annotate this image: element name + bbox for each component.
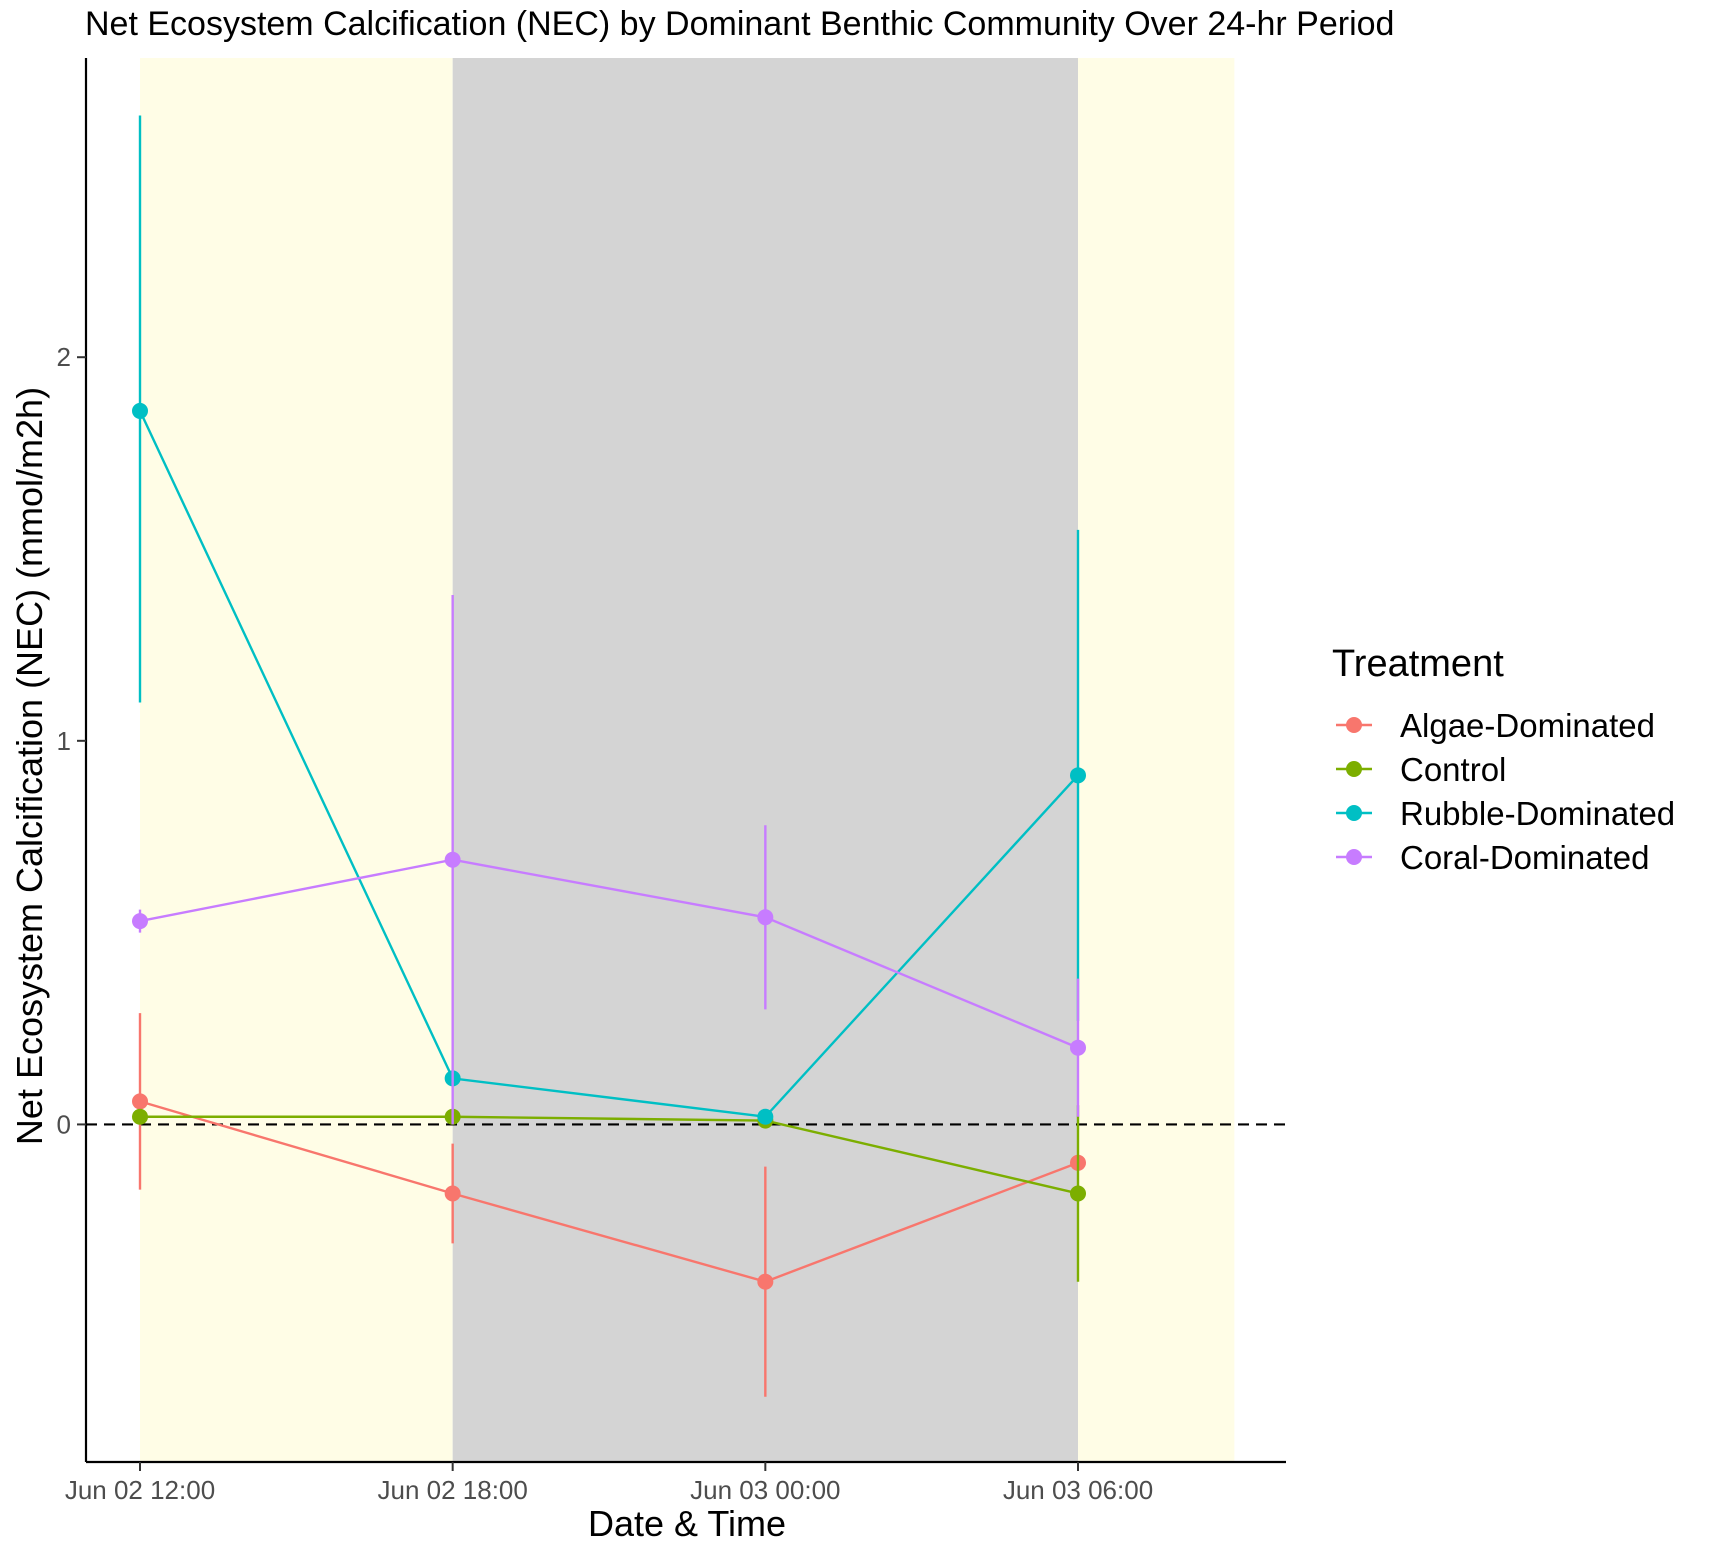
series-coral-dominated <box>132 595 1086 1125</box>
x-tick-label-3: Jun 03 06:00 <box>1003 1475 1153 1505</box>
legend-label-algae-dominated: Algae-Dominated <box>1400 707 1655 744</box>
data-point-control-0 <box>132 1108 148 1125</box>
shade-band-day-2 <box>1078 58 1235 1462</box>
data-point-rubble-dominated-2 <box>757 1108 774 1125</box>
shading-layer <box>140 58 1235 1462</box>
chart-title: Net Ecosystem Calcification (NEC) by Dom… <box>85 5 1394 43</box>
legend-item-rubble-dominated: Rubble-Dominated <box>1336 795 1675 832</box>
legend-label-control: Control <box>1400 751 1506 788</box>
series-layer <box>132 115 1086 1397</box>
x-tick-label-2: Jun 03 00:00 <box>690 1475 840 1505</box>
y-axis-title: Net Ecosystem Calcification (NEC) (mmol/… <box>9 387 50 1145</box>
shade-band-day-0 <box>140 58 453 1462</box>
series-line-coral-dominated <box>139 858 1079 1049</box>
series-line-control <box>140 1115 1079 1195</box>
legend-label-coral-dominated: Coral-Dominated <box>1400 839 1649 876</box>
legend-key-point-control <box>1346 761 1362 777</box>
legend-item-coral-dominated: Coral-Dominated <box>1336 839 1649 876</box>
data-point-coral-dominated-1 <box>444 851 461 868</box>
series-rubble-dominated <box>132 115 1086 1125</box>
data-point-coral-dominated-0 <box>132 913 148 930</box>
x-tick-label-0: Jun 02 12:00 <box>65 1475 215 1505</box>
x-tick-label-1: Jun 02 18:00 <box>377 1475 527 1505</box>
axes-layer <box>84 58 1286 1464</box>
series-line-rubble-dominated <box>138 410 1079 1119</box>
data-point-rubble-dominated-3 <box>1070 767 1086 784</box>
data-point-coral-dominated-2 <box>757 909 774 926</box>
legend: Treatment Algae-Dominated Control Rubble-D… <box>1332 643 1675 876</box>
legend-key-point-rubble-dominated <box>1346 805 1362 821</box>
legend-title: Treatment <box>1332 643 1504 685</box>
series-line-algae-dominated <box>139 1100 1079 1283</box>
data-point-algae-dominated-2 <box>757 1273 774 1290</box>
data-point-rubble-dominated-0 <box>132 402 148 419</box>
legend-key-point-coral-dominated <box>1346 849 1362 865</box>
y-tick-label-0: 0 <box>57 1109 71 1139</box>
legend-item-control: Control <box>1336 751 1506 788</box>
x-axis-title: Date & Time <box>588 1503 786 1544</box>
data-point-control-3 <box>1070 1185 1086 1202</box>
y-tick-label-1: 1 <box>57 726 71 756</box>
legend-label-rubble-dominated: Rubble-Dominated <box>1400 795 1675 832</box>
ticks-layer: Jun 02 12:00 Jun 02 18:00 Jun 03 00:00 Jun … <box>57 342 1154 1505</box>
data-point-algae-dominated-1 <box>444 1185 461 1202</box>
y-tick-label-2: 2 <box>57 342 71 372</box>
data-point-algae-dominated-0 <box>132 1093 148 1110</box>
legend-key-point-algae-dominated <box>1346 717 1362 733</box>
data-point-coral-dominated-3 <box>1070 1039 1086 1056</box>
series-algae-dominated <box>132 1013 1086 1397</box>
legend-item-algae-dominated: Algae-Dominated <box>1336 707 1655 744</box>
